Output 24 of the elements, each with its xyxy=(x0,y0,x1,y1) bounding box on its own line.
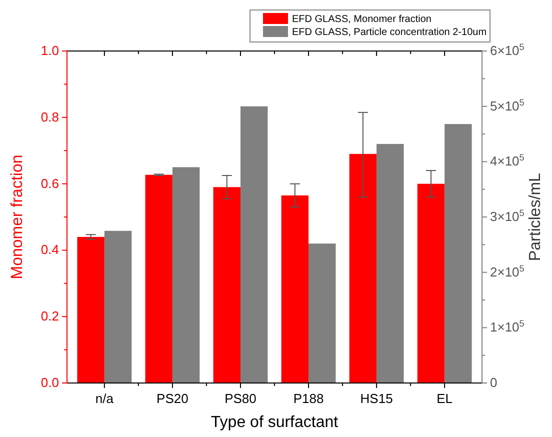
y2-tick-label: 4×10$^{5}$ xyxy=(490,152,524,169)
y-tick-label: 1.0 xyxy=(40,43,59,58)
y2-tick-label: 0 xyxy=(490,375,498,390)
x-tick-label: PS20 xyxy=(156,391,188,406)
y-axis-title: Monomer fraction xyxy=(9,154,26,280)
y-tick-label: 0.8 xyxy=(40,109,59,124)
legend-label: EFD GLASS, Particle concentration 2-10um xyxy=(292,27,487,38)
x-tick-label: n/a xyxy=(95,391,114,406)
y-tick-label: 0.0 xyxy=(40,375,59,390)
x-tick-label: P188 xyxy=(293,391,324,406)
y-tick-label: 0.4 xyxy=(40,242,59,258)
y2-tick-label: 1×10$^{5}$ xyxy=(490,318,524,335)
y-tick-label: 0.2 xyxy=(40,308,59,324)
y2-tick-label: 5×10$^{5}$ xyxy=(490,97,524,114)
x-tick-label: HS15 xyxy=(360,391,393,406)
x-axis-title: Type of surfactant xyxy=(210,414,339,431)
x-tick-label: PS80 xyxy=(224,391,256,406)
y2-tick-label: 6×10$^{5}$ xyxy=(490,42,524,58)
y2-tick-label: 2×10$^{5}$ xyxy=(490,263,524,280)
legend-label: EFD GLASS, Monomer fraction xyxy=(292,14,432,25)
y2-tick-label: 3×10$^{5}$ xyxy=(490,208,524,224)
y2-axis-title: Particles/mL xyxy=(527,172,544,262)
x-tick-label: EL xyxy=(436,391,453,406)
y-tick-label: 0.6 xyxy=(40,176,59,191)
